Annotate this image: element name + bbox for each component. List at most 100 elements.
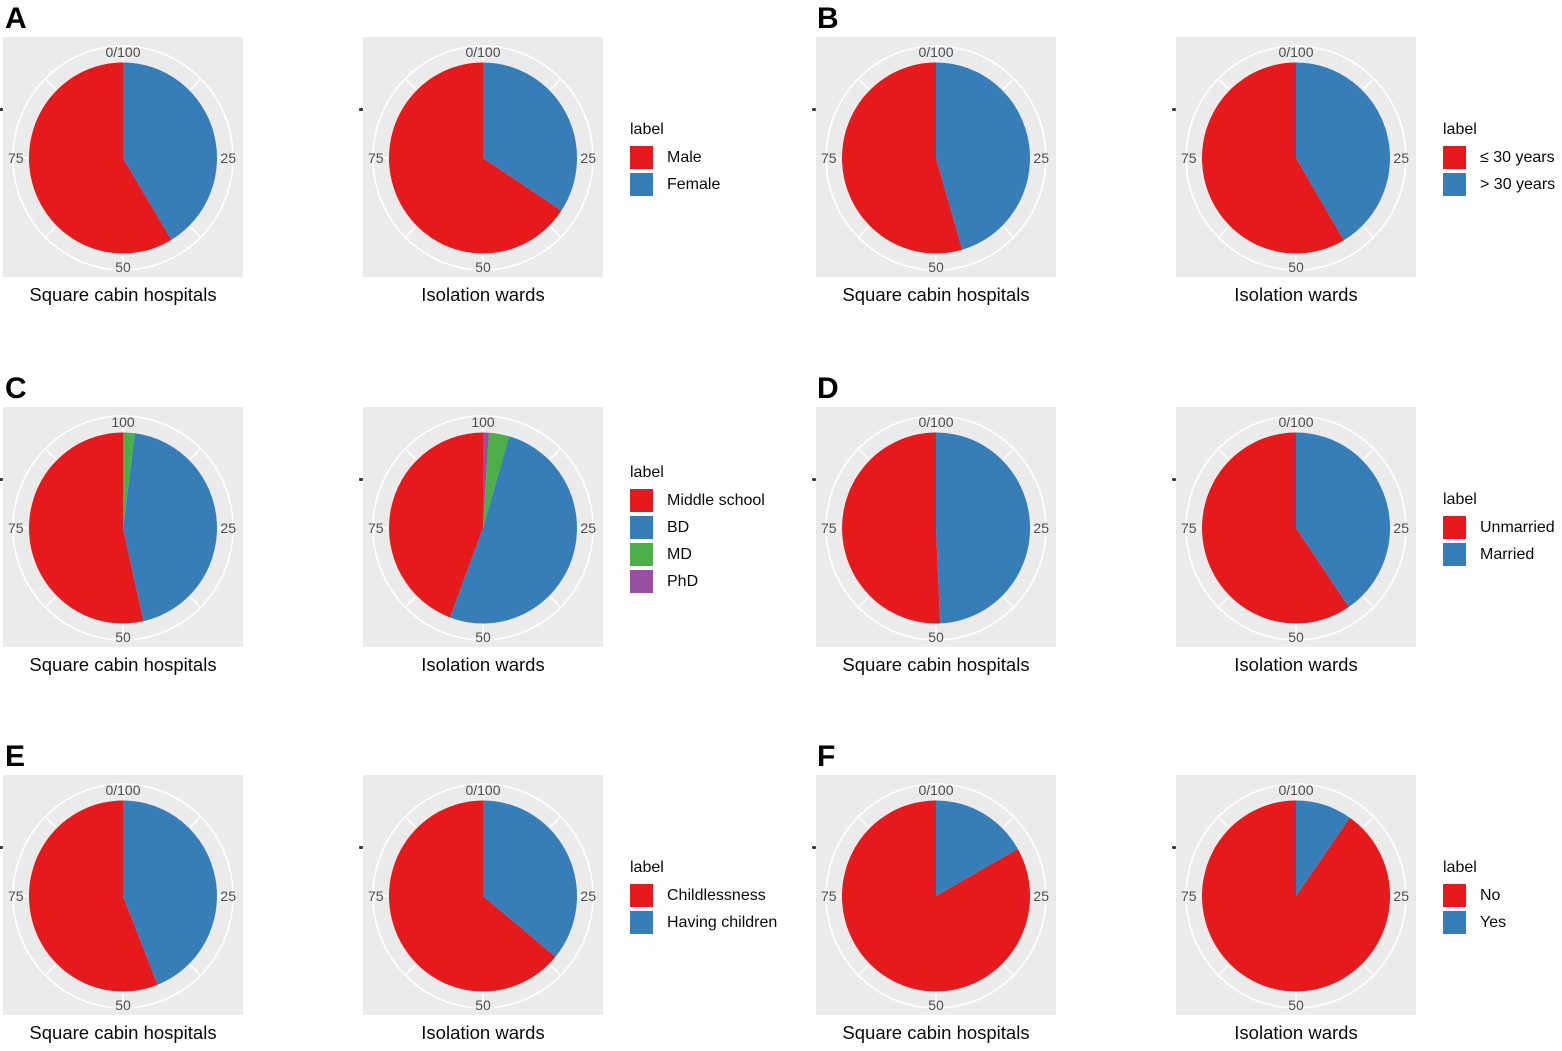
polar-tick-line: [549, 816, 562, 828]
tick-label-left: 75: [8, 150, 24, 166]
pie-C-isolation-wards: 100 25 50 75: [363, 407, 603, 647]
pie-E-square-cabin-hospitals: 0/100 25 50 75: [3, 775, 243, 1015]
tick-label-left: 75: [368, 150, 384, 166]
tick-label-right: 25: [1393, 888, 1409, 904]
legend-item: Male: [630, 146, 720, 169]
tick-label-bottom: 50: [928, 259, 944, 275]
legend-panel-B: label ≤ 30 years > 30 years: [1443, 120, 1555, 200]
tick-label-right: 25: [1033, 150, 1049, 166]
polar-tick-line: [44, 78, 57, 90]
legend-label: ≤ 30 years: [1480, 148, 1555, 166]
tick-label-right: 25: [220, 888, 236, 904]
tick-label-right: 25: [1033, 888, 1049, 904]
pie-chart-svg: 0/100 25 50 75: [3, 775, 243, 1015]
polar-tick-line: [1002, 964, 1015, 976]
polar-tick-line: [1362, 964, 1375, 976]
polar-tick-line: [1002, 596, 1015, 608]
pie-slice--30-years: [936, 62, 1031, 250]
polar-tick-line: [1002, 226, 1015, 238]
legend-item: No: [1443, 884, 1506, 907]
tick-label-right: 25: [580, 888, 596, 904]
tick-label-left: 75: [368, 888, 384, 904]
tick-label-top: 0/100: [105, 44, 140, 60]
polar-tick-line: [1002, 448, 1015, 460]
tick-label-left: 75: [1181, 888, 1197, 904]
pie-slice-female: [123, 62, 217, 240]
tick-label-top: 0/100: [1278, 782, 1313, 798]
polar-tick-line: [857, 596, 870, 608]
polar-tick-line: [1362, 226, 1375, 238]
polar-tick-line: [404, 226, 417, 238]
tick-label-top: 0/100: [918, 414, 953, 430]
pie-slice-no: [1202, 800, 1391, 992]
pie-D-square-cabin-hospitals: 0/100 25 50 75: [816, 407, 1056, 647]
tick-label-bottom: 50: [115, 629, 131, 645]
polar-tick-line: [549, 78, 562, 90]
polar-tick-line: [404, 596, 417, 608]
polar-tick-line: [44, 448, 57, 460]
legend-swatch: [1443, 911, 1466, 934]
pie-title: Square cabin hospitals: [29, 654, 217, 675]
legend-swatch: [1443, 543, 1466, 566]
polar-tick-line: [189, 816, 202, 828]
pie-chart-svg: 0/100 25 50 75: [1176, 407, 1416, 647]
pie-title: Isolation wards: [421, 284, 545, 305]
polar-tick-line: [404, 964, 417, 976]
tick-label-right: 25: [1033, 520, 1049, 536]
tick-label-left: 75: [821, 520, 837, 536]
tick-label-top: 0/100: [918, 44, 953, 60]
pie-slice-no: [842, 800, 1031, 992]
tick-label-left: 75: [8, 888, 24, 904]
tick-label-left: 75: [821, 888, 837, 904]
polar-tick-line: [44, 596, 57, 608]
legend-panel-A: label Male Female: [630, 120, 720, 200]
polar-tick-line: [1217, 78, 1230, 90]
pie-slice-bd: [450, 436, 577, 624]
tick-label-top: 0/100: [1278, 414, 1313, 430]
polar-tick-line: [1217, 226, 1230, 238]
tick-label-bottom: 50: [475, 997, 491, 1013]
tick-label-right: 25: [220, 150, 236, 166]
pie-chart-svg: 0/100 25 50 75: [816, 407, 1056, 647]
pie-C-square-cabin-hospitals: 100 25 50 75: [3, 407, 243, 647]
polar-tick-line: [549, 964, 562, 976]
tick-label-bottom: 50: [928, 629, 944, 645]
tick-label-right: 25: [1393, 150, 1409, 166]
polar-tick-line: [1002, 78, 1015, 90]
legend-swatch: [1443, 146, 1466, 169]
polar-tick-line: [1362, 78, 1375, 90]
polar-tick-line: [857, 448, 870, 460]
legend-item: > 30 years: [1443, 173, 1555, 196]
polar-tick-line: [44, 226, 57, 238]
legend-item: Childlessness: [630, 884, 777, 907]
legend-label: No: [1480, 886, 1501, 904]
legend-swatch: [1443, 516, 1466, 539]
tick-label-right: 25: [1393, 520, 1409, 536]
pie-A-square-cabin-hospitals: 0/100 25 50 75: [3, 37, 243, 277]
pie-slice-having-children: [483, 800, 577, 957]
polar-tick-line: [1217, 596, 1230, 608]
polar-tick-line: [857, 78, 870, 90]
polar-tick-line: [1362, 596, 1375, 608]
legend-item: PhD: [630, 570, 765, 593]
tick-label-left: 75: [1181, 150, 1197, 166]
polar-tick-line: [1362, 448, 1375, 460]
edge-tick-artifact: [1172, 108, 1176, 111]
polar-tick-line: [549, 226, 562, 238]
legend-swatch: [630, 543, 653, 566]
pie-slice-unmarried: [1202, 432, 1349, 624]
pie-chart-svg: 0/100 25 50 75: [3, 37, 243, 277]
legend-swatch: [1443, 173, 1466, 196]
legend-label: > 30 years: [1480, 175, 1556, 193]
polar-tick-line: [189, 448, 202, 460]
tick-label-right: 25: [220, 520, 236, 536]
pie-slice-yes: [936, 800, 1018, 896]
tick-label-right: 25: [580, 150, 596, 166]
pie-chart-svg: 0/100 25 50 75: [1176, 775, 1416, 1015]
tick-label-bottom: 50: [928, 997, 944, 1013]
pie-title: Square cabin hospitals: [29, 1022, 217, 1043]
pie-title: Isolation wards: [1234, 284, 1358, 305]
legend-swatch: [630, 146, 653, 169]
polar-tick-line: [189, 964, 202, 976]
pie-slice-phd: [483, 432, 489, 528]
